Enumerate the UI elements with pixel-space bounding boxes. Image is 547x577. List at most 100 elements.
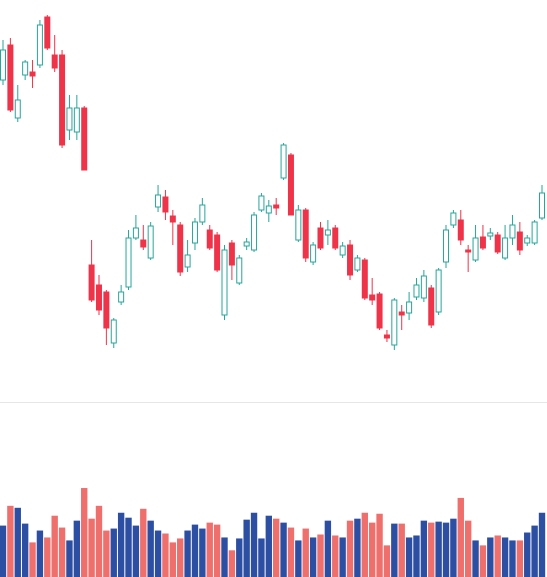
- volume-bar: [309, 537, 317, 577]
- candle-body: [36, 24, 43, 66]
- volume-bar: [287, 527, 295, 577]
- volume-bar: [428, 522, 435, 577]
- volume-bar: [191, 524, 199, 577]
- candle-body: [398, 311, 405, 316]
- candle-body: [383, 334, 390, 339]
- candle-body: [287, 154, 294, 216]
- volume-bar: [450, 518, 457, 577]
- volume-bar: [494, 535, 501, 577]
- candle-body: [162, 196, 169, 213]
- candle-body: [539, 192, 545, 219]
- candle-body: [81, 107, 88, 171]
- volume-bar: [339, 537, 346, 577]
- volume-bar: [147, 520, 154, 577]
- volume-bar: [14, 507, 21, 577]
- volume-bar: [103, 530, 110, 577]
- volume-bar: [524, 532, 531, 577]
- candle-body: [44, 16, 51, 49]
- candle-body: [302, 209, 309, 259]
- volume-bar: [472, 540, 479, 577]
- candle-body: [73, 107, 80, 133]
- volume-bar: [162, 533, 169, 577]
- candle-body: [214, 234, 221, 271]
- volume-bar: [354, 518, 361, 577]
- candle-body: [443, 229, 450, 263]
- volume-bar: [324, 520, 332, 577]
- candle-body: [140, 239, 147, 248]
- candle-body: [457, 219, 464, 241]
- volume-bar: [376, 513, 383, 577]
- volume-bar: [132, 525, 140, 577]
- candle-body: [236, 257, 243, 284]
- volume-bar: [435, 521, 442, 577]
- volume-bar: [169, 542, 177, 577]
- volume-bar: [280, 522, 287, 577]
- volume-bar: [21, 523, 29, 577]
- volume-bar: [487, 537, 494, 577]
- candle-body: [472, 237, 479, 261]
- volume-bar: [81, 488, 88, 577]
- volume-bar: [398, 523, 405, 577]
- candle-body: [265, 205, 272, 214]
- candle-body: [66, 107, 73, 131]
- candle-body: [494, 234, 501, 253]
- volume-bar: [51, 515, 58, 577]
- volume-bar: [258, 538, 265, 577]
- candle-body: [435, 269, 442, 313]
- candle-body: [258, 195, 265, 211]
- candle-body: [51, 54, 58, 69]
- candle-body: [280, 144, 287, 179]
- candle-body: [509, 224, 516, 239]
- volume-bar: [36, 530, 44, 577]
- candle-body: [531, 221, 538, 244]
- candle-body: [7, 44, 14, 111]
- volume-bar: [383, 545, 391, 577]
- candle-body: [206, 229, 213, 249]
- volume-bar: [538, 512, 546, 577]
- volume-bar: [213, 524, 221, 577]
- volume-bar: [295, 540, 302, 577]
- candle-body: [88, 264, 95, 301]
- volume-bar: [509, 540, 516, 577]
- candle-body: [147, 225, 154, 259]
- volume-bar: [405, 537, 413, 577]
- candle-body: [199, 204, 206, 223]
- candle-body: [369, 294, 376, 301]
- candle-body: [59, 54, 66, 146]
- candle-body: [228, 242, 235, 266]
- candle-body: [103, 291, 110, 329]
- candle-body: [406, 301, 413, 314]
- volume-bar: [7, 505, 14, 577]
- candle-body: [354, 257, 361, 271]
- volume-bar: [332, 535, 339, 577]
- candle-body: [95, 284, 102, 311]
- candle-body: [487, 232, 494, 237]
- candle-body: [332, 227, 339, 249]
- volume-bar: [420, 520, 428, 577]
- candle-body: [155, 194, 162, 208]
- volume-bar: [265, 515, 272, 577]
- volume-bar: [273, 518, 280, 577]
- volume-bar: [368, 522, 376, 577]
- volume-bar: [221, 537, 228, 577]
- candle-body: [221, 249, 228, 316]
- candle-body: [361, 259, 368, 299]
- volume-bar: [95, 505, 103, 577]
- volume-bar: [479, 545, 487, 577]
- volume-bar: [0, 525, 7, 577]
- candle-body: [251, 214, 258, 251]
- volume-bar: [184, 530, 191, 577]
- volume-bar: [250, 512, 258, 577]
- volume-bar: [177, 538, 184, 577]
- volume-bar: [154, 530, 162, 577]
- volume-bar: [140, 508, 147, 577]
- candle-body: [317, 227, 324, 249]
- volume-bar: [29, 542, 36, 577]
- volume-bar: [346, 520, 354, 577]
- candle-body: [391, 299, 398, 346]
- volume-bar: [243, 519, 250, 577]
- candle-body: [465, 249, 472, 253]
- volume-bar: [457, 497, 464, 577]
- candle-body: [524, 237, 531, 244]
